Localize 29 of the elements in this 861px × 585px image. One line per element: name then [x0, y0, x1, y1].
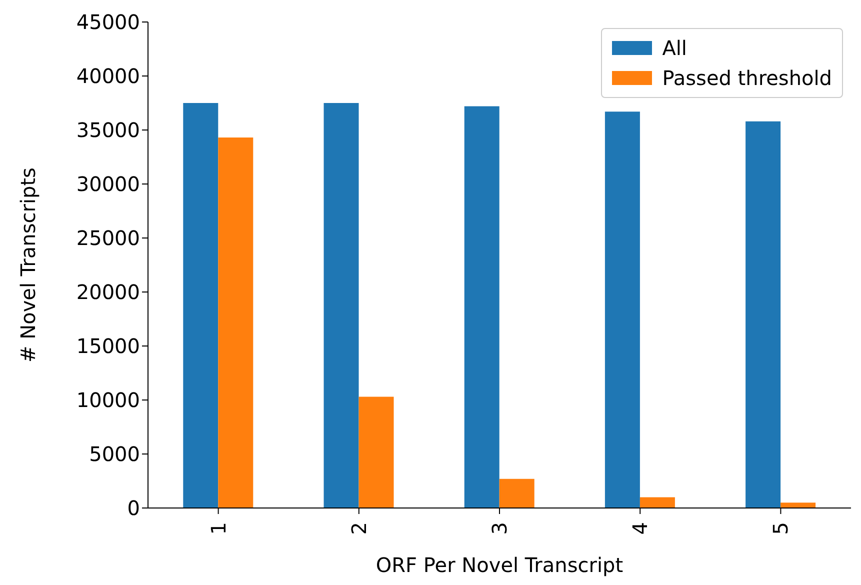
- bar: [324, 103, 359, 508]
- bar: [640, 497, 675, 508]
- bar: [604, 112, 640, 508]
- y-axis-title: # Novel Transcripts: [16, 168, 40, 362]
- x-tick-label: 1: [206, 522, 230, 535]
- bar: [746, 121, 781, 508]
- bar: [358, 396, 394, 508]
- bar: [218, 138, 254, 508]
- x-tick-label: 5: [768, 522, 793, 535]
- y-tick-label: 10000: [76, 388, 140, 412]
- x-tick-label: 2: [346, 522, 371, 535]
- y-tick-label: 45000: [76, 10, 140, 34]
- x-tick-label: 4: [628, 522, 652, 535]
- legend-label: Passed threshold: [662, 65, 832, 92]
- bar: [499, 478, 534, 508]
- x-tick-label: 3: [488, 522, 512, 535]
- y-tick-label: 40000: [76, 64, 140, 88]
- legend-label: All: [662, 35, 687, 62]
- y-tick-label: 5000: [89, 442, 140, 466]
- y-tick-label: 20000: [76, 280, 140, 304]
- y-tick-label: 30000: [76, 172, 140, 196]
- bar: [464, 106, 500, 508]
- x-axis-title: ORF Per Novel Transcript: [376, 553, 624, 577]
- y-tick-label: 35000: [76, 118, 140, 142]
- y-tick-label: 25000: [76, 226, 140, 250]
- y-tick-label: 0: [127, 496, 140, 520]
- y-tick-label: 15000: [76, 334, 140, 358]
- bar: [780, 502, 816, 508]
- bar: [183, 103, 218, 508]
